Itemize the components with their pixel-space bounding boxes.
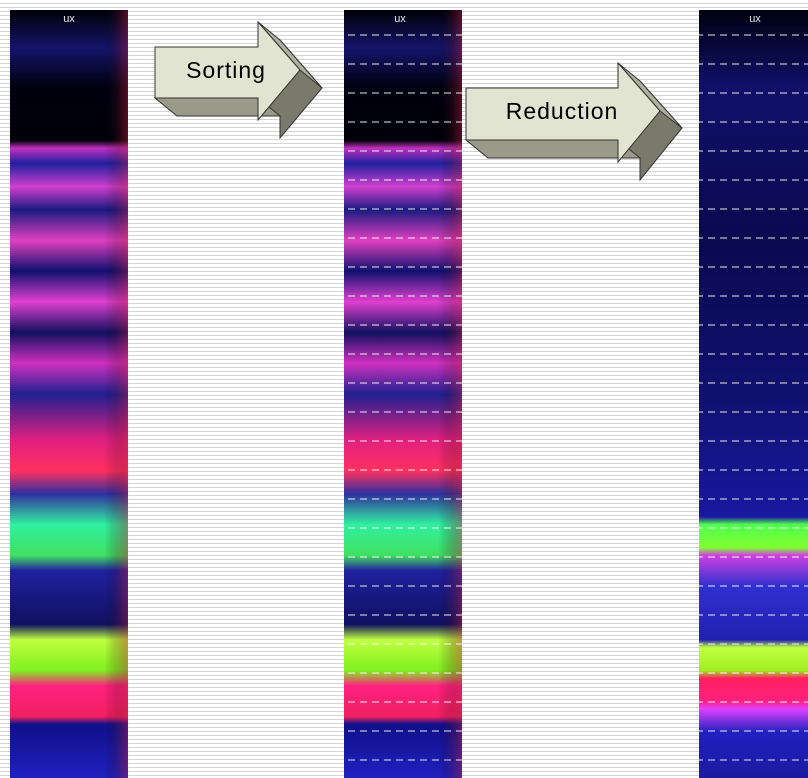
arrow bbox=[154, 20, 301, 122]
arrow-label: Sorting bbox=[186, 57, 266, 83]
panel-3: ux bbox=[699, 10, 808, 778]
arrow-reduction: Reduction bbox=[464, 61, 683, 182]
panel-label: ux bbox=[749, 13, 761, 25]
panel-label: ux bbox=[63, 13, 75, 25]
panel-2: ux bbox=[344, 10, 462, 778]
arrow-depth bbox=[464, 139, 642, 159]
panel-label: ux bbox=[394, 13, 406, 25]
arrow bbox=[465, 61, 661, 164]
heatmap-shade bbox=[10, 10, 128, 778]
arrow-sorting: Sorting bbox=[153, 20, 323, 140]
arrow-label: Reduction bbox=[506, 98, 619, 124]
dashes bbox=[344, 30, 462, 778]
panel-1: ux bbox=[10, 10, 128, 778]
dashes bbox=[699, 30, 808, 778]
